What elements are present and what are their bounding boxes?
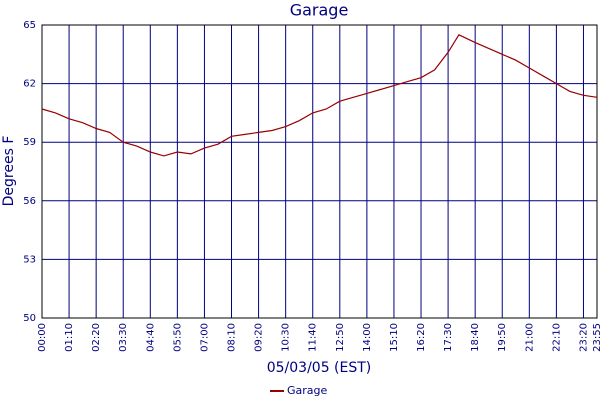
x-tick-label: 19:50 [497, 323, 508, 352]
x-tick-label: 00:00 [37, 323, 48, 352]
chart-title: Garage [290, 1, 349, 20]
y-tick-label: 59 [23, 137, 36, 148]
x-tick-label: 05:50 [172, 323, 183, 352]
x-tick-label: 23:20 [578, 323, 589, 352]
series-line [41, 34, 598, 157]
x-tick-label: 02:20 [91, 323, 102, 352]
y-tick-label: 65 [23, 20, 36, 31]
legend-label: Garage [287, 384, 328, 397]
x-tick-label: 14:00 [362, 323, 373, 352]
y-tick-label: 62 [23, 79, 36, 90]
x-tick-label: 12:50 [335, 323, 346, 352]
x-tick-label: 03:30 [118, 323, 129, 352]
x-tick-label: 15:10 [389, 323, 400, 352]
x-tick-label: 21:00 [524, 323, 535, 352]
x-tick-label: 11:40 [308, 323, 319, 352]
x-tick-label: 09:20 [254, 323, 265, 352]
y-axis-title: Degrees F [1, 136, 17, 207]
y-tick-label: 56 [23, 196, 36, 207]
x-tick-label: 17:30 [443, 323, 454, 352]
x-tick-label: 18:40 [470, 323, 481, 352]
x-tick-label: 07:00 [199, 323, 210, 352]
x-tick-label: 10:30 [281, 323, 292, 352]
x-tick-label: 08:10 [227, 323, 238, 352]
x-tick-label: 01:10 [64, 323, 75, 352]
y-tick-label: 53 [23, 254, 36, 265]
x-tick-label: 16:20 [416, 323, 427, 352]
x-tick-label: 04:40 [145, 323, 156, 352]
x-axis-title: 05/03/05 (EST) [267, 360, 372, 376]
y-tick-label: 50 [23, 313, 36, 324]
x-tick-label: 23:55 [592, 323, 600, 352]
x-tick-label: 22:10 [551, 323, 562, 352]
plot-border [41, 24, 598, 319]
